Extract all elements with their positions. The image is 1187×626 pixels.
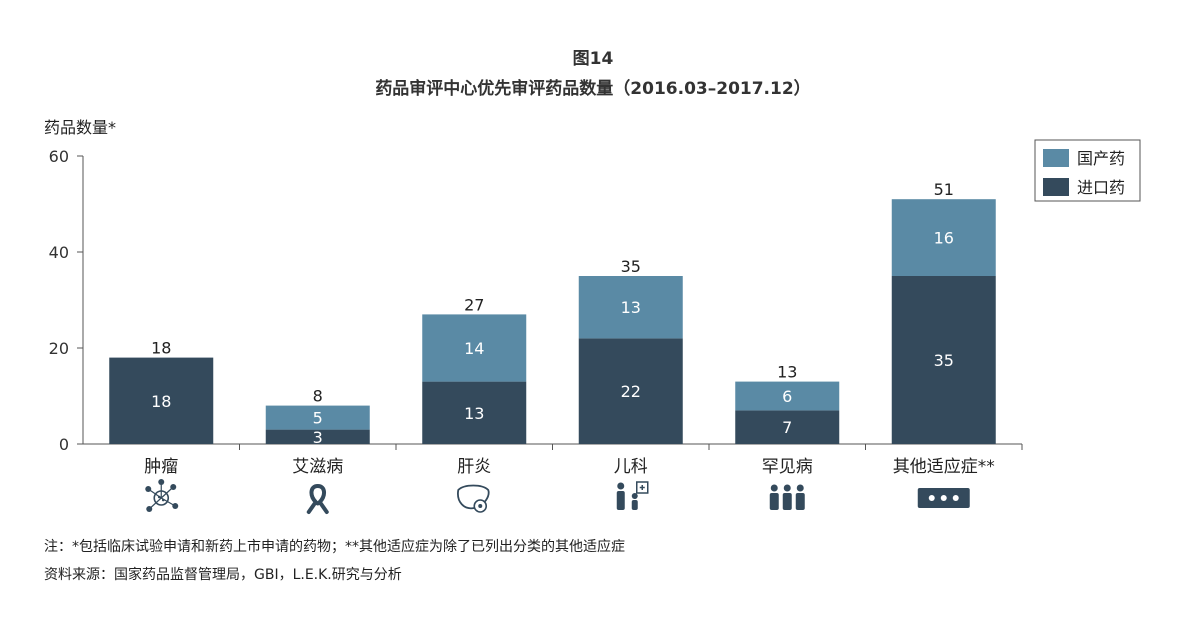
bar-imported xyxy=(265,429,370,444)
value-label-imported: 7 xyxy=(782,418,792,437)
bar-imported xyxy=(578,338,683,444)
chart-subtitle: 药品审评中心优先审评药品数量（2016.03–2017.12） xyxy=(375,78,810,99)
bar-domestic xyxy=(422,314,527,382)
category-label: 艾滋病 xyxy=(292,457,343,477)
bar-imported xyxy=(735,410,840,444)
total-label: 35 xyxy=(621,257,641,276)
value-label-domestic: 16 xyxy=(934,229,954,248)
category-label: 肝炎 xyxy=(457,457,491,477)
value-label-domestic: 13 xyxy=(621,298,641,317)
bar-domestic xyxy=(735,381,840,411)
total-label: 13 xyxy=(777,363,797,382)
value-label-imported: 22 xyxy=(621,382,641,401)
bar-domestic xyxy=(578,276,683,339)
bar-imported xyxy=(422,381,527,444)
legend-swatch xyxy=(1043,178,1069,196)
ribbon-icon xyxy=(306,484,329,514)
liver-icon xyxy=(457,484,490,513)
legend-swatch xyxy=(1043,149,1069,167)
bar-imported xyxy=(109,357,214,444)
y-axis-label: 药品数量* xyxy=(44,118,116,137)
category-label: 罕见病 xyxy=(762,457,813,477)
bar-imported xyxy=(891,276,996,444)
footnote: 注：*包括临床试验申请和新药上市申请的药物；**其他适应症为除了已列出分类的其他… xyxy=(44,539,625,555)
total-label: 51 xyxy=(934,180,954,199)
source-note: 资料来源：国家药品监督管理局，GBI，L.E.K.研究与分析 xyxy=(44,567,402,583)
value-label-imported: 13 xyxy=(464,404,484,423)
value-label-imported: 18 xyxy=(151,392,171,411)
value-label-imported: 3 xyxy=(313,428,323,447)
bar-domestic xyxy=(891,199,996,276)
legend-label: 国产药 xyxy=(1077,149,1125,168)
category-label: 肿瘤 xyxy=(144,457,178,477)
y-tick-label: 40 xyxy=(49,243,69,262)
value-label-domestic: 5 xyxy=(313,409,323,428)
value-label-imported: 35 xyxy=(934,351,954,370)
value-label-domestic: 6 xyxy=(782,387,792,406)
category-label: 其他适应症** xyxy=(893,457,995,477)
category-label: 儿科 xyxy=(614,457,648,477)
legend-label: 进口药 xyxy=(1077,178,1125,197)
family-icon xyxy=(616,481,649,510)
y-tick-label: 60 xyxy=(49,147,69,166)
bar-domestic xyxy=(265,405,370,430)
total-label: 8 xyxy=(313,387,323,406)
value-label-domestic: 14 xyxy=(464,339,484,358)
y-tick-label: 20 xyxy=(49,339,69,358)
y-tick-label: 0 xyxy=(59,435,69,454)
chart-title: 图14 xyxy=(573,49,614,69)
ellipsis-icon xyxy=(917,488,970,508)
total-label: 18 xyxy=(151,339,171,358)
people-icon xyxy=(769,484,805,510)
molecule-icon xyxy=(145,479,179,512)
total-label: 27 xyxy=(464,295,484,314)
